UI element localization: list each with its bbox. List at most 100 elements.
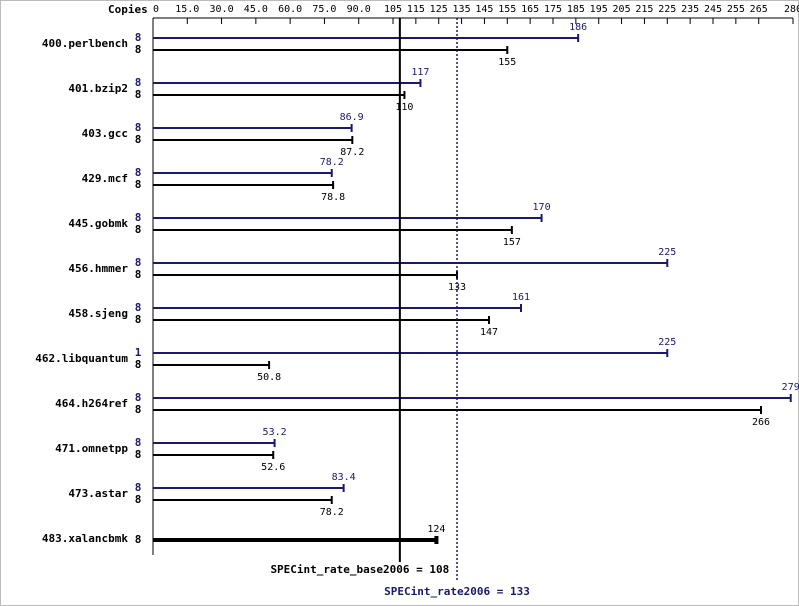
- x-tick-label: 115: [407, 4, 425, 15]
- copies-label: 8: [135, 88, 142, 101]
- copies-label: 8: [135, 403, 142, 416]
- bar: [153, 484, 345, 492]
- copies-label: 8: [135, 313, 142, 326]
- value-label: 78.8: [321, 192, 345, 203]
- category-label: 464.h264ref: [55, 397, 128, 410]
- value-label: 86.9: [340, 112, 364, 123]
- copies-header: Copies: [108, 3, 148, 16]
- value-label: 157: [503, 237, 521, 248]
- copies-label: 8: [135, 166, 142, 179]
- value-label: 279: [782, 382, 799, 393]
- copies-label: 8: [135, 211, 142, 224]
- x-tick-label: 135: [453, 4, 471, 15]
- copies-label: 8: [135, 533, 142, 546]
- copies-label: 8: [135, 76, 142, 89]
- x-tick-label: 205: [613, 4, 631, 15]
- bar: [153, 349, 669, 357]
- x-tick-label: 255: [727, 4, 745, 15]
- value-label: 170: [533, 202, 551, 213]
- copies-label: 8: [135, 436, 142, 449]
- copies-label: 8: [135, 493, 142, 506]
- x-tick-label: 60.0: [278, 4, 302, 15]
- x-tick-label: 0: [153, 4, 159, 15]
- copies-label: 8: [135, 43, 142, 56]
- copies-label: 8: [135, 268, 142, 281]
- bar: [153, 214, 543, 222]
- x-tick-label: 30.0: [210, 4, 234, 15]
- x-tick-label: 195: [590, 4, 608, 15]
- x-tick-label: 155: [498, 4, 516, 15]
- x-tick-label: 280: [784, 4, 799, 15]
- bar: [153, 169, 333, 177]
- bar: [153, 34, 580, 42]
- x-tick-label: 235: [681, 4, 699, 15]
- x-tick-label: 15.0: [175, 4, 199, 15]
- copies-label: 8: [135, 223, 142, 236]
- bar: [153, 79, 422, 87]
- value-label: 155: [498, 57, 516, 68]
- value-label: 186: [569, 22, 587, 33]
- bar: [153, 536, 439, 544]
- bar: [153, 394, 792, 402]
- copies-label: 8: [135, 301, 142, 314]
- bar: [153, 496, 333, 504]
- copies-label: 8: [135, 358, 142, 371]
- category-label: 473.astar: [68, 487, 128, 500]
- copies-label: 8: [135, 256, 142, 269]
- bar: [153, 304, 522, 312]
- value-label: 78.2: [320, 157, 344, 168]
- value-label: 117: [411, 67, 429, 78]
- copies-label: 8: [135, 133, 142, 146]
- copies-label: 8: [135, 481, 142, 494]
- value-label: 78.2: [320, 507, 344, 518]
- x-tick-label: 105: [384, 4, 402, 15]
- value-label: 124: [427, 524, 445, 535]
- x-tick-label: 90.0: [347, 4, 371, 15]
- copies-label: 8: [135, 31, 142, 44]
- bar: [153, 316, 490, 324]
- x-tick-label: 145: [475, 4, 493, 15]
- x-tick-label: 185: [567, 4, 585, 15]
- copies-label: 8: [135, 391, 142, 404]
- value-label: 83.4: [332, 472, 356, 483]
- copies-label: 8: [135, 121, 142, 134]
- bar: [153, 136, 354, 144]
- x-tick-label: 225: [658, 4, 676, 15]
- bar: [153, 361, 271, 369]
- category-label: 401.bzip2: [68, 82, 128, 95]
- x-tick-label: 45.0: [244, 4, 268, 15]
- value-label: 52.6: [261, 462, 285, 473]
- bar: [153, 259, 669, 267]
- x-tick-label: 175: [544, 4, 562, 15]
- category-label: 462.libquantum: [35, 352, 128, 365]
- bar: [153, 46, 509, 54]
- x-tick-label: 165: [521, 4, 539, 15]
- bar: [153, 124, 353, 132]
- value-label: 87.2: [340, 147, 364, 158]
- reference-label: SPECint_rate_base2006 = 108: [270, 563, 449, 576]
- x-tick-label: 75.0: [312, 4, 336, 15]
- x-tick-label: 125: [430, 4, 448, 15]
- value-label: 147: [480, 327, 498, 338]
- category-label: 471.omnetpp: [55, 442, 128, 455]
- category-label: 458.sjeng: [68, 307, 128, 320]
- value-label: 225: [658, 247, 676, 258]
- bar: [153, 451, 275, 459]
- category-label: 403.gcc: [82, 127, 128, 140]
- bar: [153, 91, 406, 99]
- value-label: 266: [752, 417, 770, 428]
- bar: [153, 181, 335, 189]
- bar: [153, 226, 513, 234]
- value-label: 225: [658, 337, 676, 348]
- x-tick-label: 245: [704, 4, 722, 15]
- category-label: 445.gobmk: [68, 217, 128, 230]
- bar: [153, 439, 276, 447]
- value-label: 53.2: [263, 427, 287, 438]
- category-label: 400.perlbench: [42, 37, 128, 50]
- reference-label: SPECint_rate2006 = 133: [384, 585, 530, 598]
- value-label: 161: [512, 292, 530, 303]
- category-label: 456.hmmer: [68, 262, 128, 275]
- category-label: 429.mcf: [82, 172, 128, 185]
- value-label: 50.8: [257, 372, 281, 383]
